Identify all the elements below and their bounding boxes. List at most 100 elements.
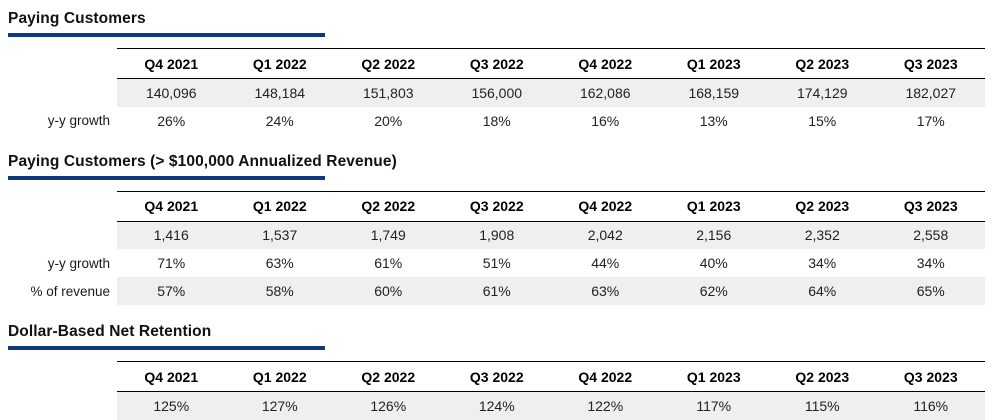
column-header-quarter: Q2 2023 [768, 361, 877, 392]
title-underline-bar [8, 175, 325, 180]
data-cell: 151,803 [334, 78, 443, 107]
data-cell: 13% [699, 112, 728, 129]
data-cell: 20% [374, 112, 403, 129]
section-title: Paying Customers (> $100,000 Annualized … [8, 152, 397, 170]
data-cell: 18% [482, 112, 511, 129]
column-header-quarter: Q1 2023 [659, 190, 768, 222]
quarter-header-row: Q4 2021 Q1 2022 Q2 2022 Q3 2022 Q4 2022 Q1 20… [0, 48, 985, 79]
row-label-spacer [0, 48, 117, 79]
data-cell: 61% [442, 277, 551, 305]
column-header-quarter: Q4 2022 [551, 361, 660, 392]
data-cell: 62% [659, 277, 768, 305]
data-cell: 126% [334, 391, 443, 420]
table-row: 140,096 148,184 151,803 156,000 162,086 168,1… [0, 78, 985, 107]
row-label [0, 221, 117, 249]
data-cell: 127% [225, 391, 334, 420]
column-header-quarter: Q2 2023 [768, 190, 877, 222]
data-cell: 71% [157, 255, 186, 271]
metrics-table: Q4 2021 Q1 2022 Q2 2022 Q3 2022 Q4 2022 Q1 20… [0, 190, 985, 305]
data-cell: 1,537 [225, 221, 334, 249]
column-header-quarter: Q3 2022 [442, 361, 551, 392]
data-cell: 15% [808, 112, 837, 129]
row-label: y-y growth [0, 249, 117, 277]
data-cell: 115% [768, 391, 877, 420]
metric-section: Paying Customers Q4 2021 Q1 2022 Q2 2022 Q3… [0, 0, 1004, 135]
column-header-quarter: Q3 2022 [442, 190, 551, 222]
metrics-table: Q4 2021 Q1 2022 Q2 2022 Q3 2022 Q4 2022 Q1 20… [0, 361, 985, 420]
metrics-table: Q4 2021 Q1 2022 Q2 2022 Q3 2022 Q4 2022 Q1 20… [0, 48, 985, 135]
metric-section: Dollar-Based Net Retention Q4 2021 Q1 202… [0, 313, 1004, 420]
column-header-quarter: Q4 2022 [551, 48, 660, 79]
section-title: Paying Customers [8, 10, 146, 27]
data-cell: 116% [876, 391, 985, 420]
data-cell: 1,749 [334, 221, 443, 249]
row-label [0, 78, 117, 107]
row-label-spacer [0, 361, 117, 392]
column-header-quarter: Q3 2023 [876, 48, 985, 79]
row-label: % of revenue [0, 277, 117, 305]
data-cell: 24% [265, 112, 294, 129]
column-header-quarter: Q1 2022 [225, 190, 334, 222]
data-cell: 174,129 [768, 78, 877, 107]
column-header-quarter: Q1 2023 [659, 48, 768, 79]
data-cell: 64% [768, 277, 877, 305]
column-header-quarter: Q1 2023 [659, 361, 768, 392]
data-cell: 182,027 [876, 78, 985, 107]
data-cell: 124% [442, 391, 551, 420]
title-underline-bar [8, 346, 325, 350]
quarter-header-row: Q4 2021 Q1 2022 Q2 2022 Q3 2022 Q4 2022 Q1 20… [0, 361, 985, 392]
metric-section: Paying Customers (> $100,000 Annualized … [0, 143, 1004, 305]
data-cell: 140,096 [117, 78, 226, 107]
column-header-quarter: Q2 2022 [334, 361, 443, 392]
data-cell: 17% [916, 112, 945, 129]
column-header-quarter: Q1 2022 [225, 48, 334, 79]
data-cell: 61% [374, 255, 403, 271]
quarter-header-row: Q4 2021 Q1 2022 Q2 2022 Q3 2022 Q4 2022 Q1 20… [0, 190, 985, 222]
data-cell: 58% [225, 277, 334, 305]
column-header-quarter: Q4 2022 [551, 190, 660, 222]
column-header-quarter: Q4 2021 [117, 190, 226, 222]
data-cell: 26% [157, 112, 186, 129]
data-cell: 63% [551, 277, 660, 305]
data-cell: 51% [482, 255, 511, 271]
column-header-quarter: Q2 2022 [334, 48, 443, 79]
data-cell: 1,416 [117, 221, 226, 249]
column-header-quarter: Q2 2023 [768, 48, 877, 79]
title-underline-bar [8, 33, 325, 37]
data-cell: 2,156 [659, 221, 768, 249]
data-cell: 122% [551, 391, 660, 420]
data-cell: 1,908 [442, 221, 551, 249]
row-label-spacer [0, 191, 117, 221]
data-cell: 2,352 [768, 221, 877, 249]
data-cell: 34% [808, 255, 837, 271]
data-cell: 57% [117, 277, 226, 305]
column-header-quarter: Q2 2022 [334, 190, 443, 222]
data-cell: 2,558 [876, 221, 985, 249]
row-label [0, 391, 117, 420]
data-cell: 40% [699, 255, 728, 271]
table-row: y-y growth 71% 63% 61% 51% 44% 40% 34% 34% [0, 249, 985, 277]
data-cell: 16% [591, 112, 620, 129]
data-cell: 156,000 [442, 78, 551, 107]
column-header-quarter: Q3 2023 [876, 190, 985, 222]
row-label: y-y growth [0, 106, 117, 135]
column-header-quarter: Q1 2022 [225, 361, 334, 392]
data-cell: 63% [265, 255, 294, 271]
data-cell: 44% [591, 255, 620, 271]
column-header-quarter: Q4 2021 [117, 361, 226, 392]
column-header-quarter: Q3 2022 [442, 48, 551, 79]
column-header-quarter: Q3 2023 [876, 361, 985, 392]
section-title: Dollar-Based Net Retention [8, 323, 212, 340]
data-cell: 65% [876, 277, 985, 305]
data-cell: 34% [916, 255, 945, 271]
data-cell: 148,184 [225, 78, 334, 107]
data-cell: 125% [117, 391, 226, 420]
table-row: % of revenue 57% 58% 60% 61% 63% 62% 64% 65% [0, 277, 985, 305]
table-row: y-y growth 26% 24% 20% 18% 16% 13% 15% 17% [0, 106, 985, 135]
data-cell: 162,086 [551, 78, 660, 107]
data-cell: 168,159 [659, 78, 768, 107]
data-cell: 60% [334, 277, 443, 305]
table-row: 125% 127% 126% 124% 122% 117% 115% 116% [0, 391, 985, 420]
column-header-quarter: Q4 2021 [117, 48, 226, 79]
